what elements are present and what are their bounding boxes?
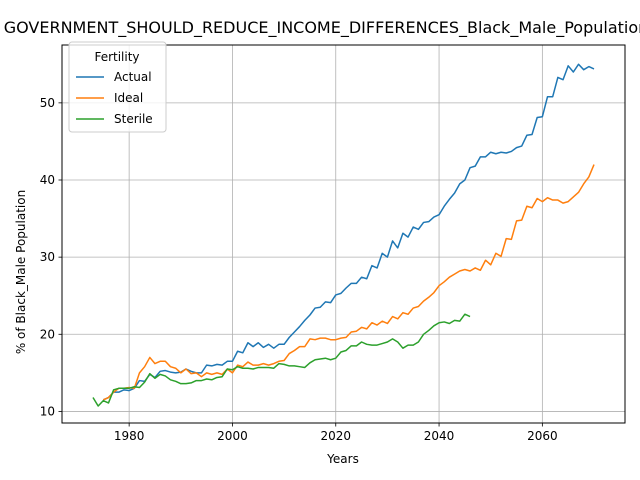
x-tick-label: 2060 — [527, 429, 558, 443]
y-axis-label: % of Black_Male Population — [14, 190, 28, 354]
x-tick-label: 2040 — [424, 429, 455, 443]
y-axis-ticks: 10 20 30 40 50 — [40, 96, 62, 418]
x-tick-label: 1980 — [114, 429, 145, 443]
series-line-sterile — [92, 313, 471, 407]
plot-frame — [61, 44, 626, 424]
y-tick-label: 50 — [40, 96, 55, 110]
legend-title: Fertility — [94, 50, 139, 64]
legend: Fertility Actual Ideal Sterile — [68, 41, 167, 133]
x-axis-label: Years — [326, 452, 359, 466]
legend-label-actual: Actual — [114, 70, 152, 84]
legend-label-ideal: Ideal — [114, 91, 143, 105]
series-line-ideal — [103, 164, 595, 401]
y-tick-label: 40 — [40, 173, 55, 187]
series-lines — [92, 63, 595, 407]
y-tick-label: 20 — [40, 327, 55, 341]
legend-box — [68, 41, 167, 133]
grid-lines — [62, 45, 625, 423]
x-tick-label: 2020 — [320, 429, 351, 443]
x-tick-label: 2000 — [217, 429, 248, 443]
y-tick-label: 10 — [40, 404, 55, 418]
legend-label-sterile: Sterile — [114, 112, 153, 126]
chart-title: GOVERNMENT_SHOULD_REDUCE_INCOME_DIFFEREN… — [4, 18, 640, 38]
y-tick-label: 30 — [40, 250, 55, 264]
x-axis-ticks: 1980 2000 2020 2040 2060 — [114, 423, 558, 443]
